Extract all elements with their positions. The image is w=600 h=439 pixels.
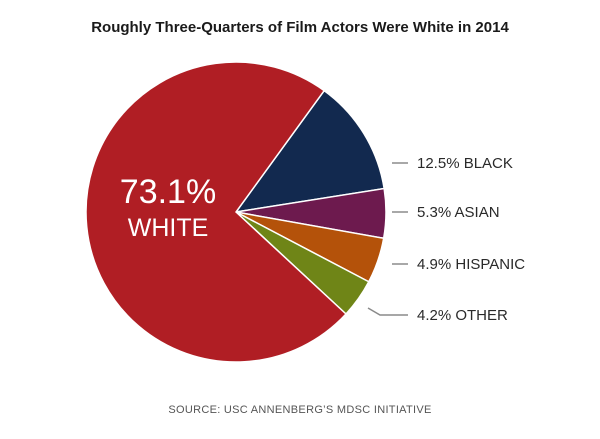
chart-title: Roughly Three-Quarters of Film Actors We… [91, 19, 509, 36]
slice-label-hispanic: 4.9% HISPANIC [417, 256, 525, 273]
slice-label-other: 4.2% OTHER [417, 307, 508, 324]
slice-label-white-name: WHITE [128, 214, 209, 242]
source-note: SOURCE: USC ANNENBERG’S MDSC INITIATIVE [168, 404, 432, 416]
slice-label-black: 12.5% BLACK [417, 155, 513, 172]
pie-slices [85, 61, 387, 363]
pie-slice-black [234, 89, 386, 214]
pie-slice-white [85, 61, 348, 363]
label-leader-lines [367, 162, 408, 316]
leader-line-other [367, 307, 408, 316]
slice-label-asian: 5.3% ASIAN [417, 204, 500, 221]
slice-labels: 12.5% BLACK 5.3% ASIAN 4.9% HISPANIC 4.2% O… [120, 155, 525, 324]
slice-label-white-percent: 73.1% [120, 173, 216, 211]
